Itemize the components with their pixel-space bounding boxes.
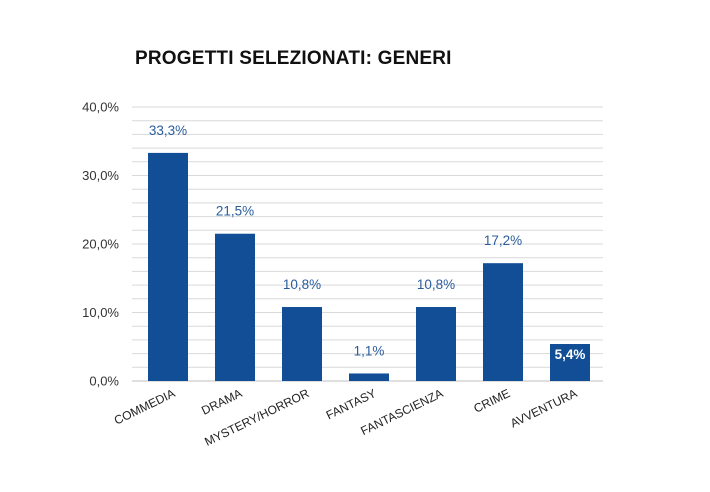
data-label: 33,3% — [149, 123, 187, 138]
category-label: AVVENTURA — [508, 386, 579, 430]
y-tick-label: 20,0% — [82, 237, 119, 252]
bar[interactable] — [282, 307, 322, 381]
bar[interactable] — [349, 373, 389, 381]
category-label: FANTASY — [324, 386, 378, 422]
bar[interactable] — [483, 263, 523, 381]
chart-title: PROGETTI SELEZIONATI: GENERI — [135, 48, 452, 69]
data-label: 1,1% — [354, 343, 385, 358]
category-label: DRAMA — [199, 386, 244, 418]
y-tick-label: 30,0% — [82, 168, 119, 183]
data-label: 10,8% — [283, 277, 321, 292]
bar[interactable] — [416, 307, 456, 381]
category-label: COMMEDIA — [112, 386, 177, 428]
category-label: CRIME — [471, 386, 512, 416]
y-tick-label: 10,0% — [82, 305, 119, 320]
bar[interactable] — [215, 233, 255, 381]
y-tick-label: 0,0% — [89, 374, 119, 389]
data-label: 17,2% — [484, 233, 522, 248]
data-label: 21,5% — [216, 204, 254, 219]
bar[interactable] — [550, 344, 590, 381]
data-label: 5,4% — [555, 347, 586, 362]
data-label: 10,8% — [417, 277, 455, 292]
y-tick-label: 40,0% — [82, 100, 119, 115]
bar[interactable] — [148, 152, 188, 381]
